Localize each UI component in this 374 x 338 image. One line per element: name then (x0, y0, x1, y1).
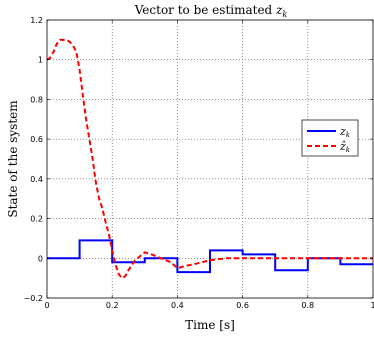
legend-label-1: ẑk (339, 140, 350, 154)
legend-box (301, 119, 359, 157)
y-tick-label: 0 (38, 254, 43, 263)
y-tick-label: 1.2 (30, 16, 43, 25)
x-tick-label: 0.4 (171, 301, 184, 310)
y-tick-label: 0.6 (30, 135, 43, 144)
y-tick-label: 1 (38, 56, 43, 65)
x-tick-label: 0 (44, 301, 49, 310)
series-line-z (47, 239, 373, 274)
x-tick-label: 0.8 (301, 301, 314, 310)
tick-labels: 0 0.2 0.4 0.6 0.8 1−0.200.20.40.60.811.2 (24, 16, 374, 310)
x-tick-label: 0.2 (106, 301, 119, 310)
legend-label-0: zk (339, 125, 350, 139)
y-axis-label: State of the system (6, 100, 20, 218)
ticks (46, 19, 374, 299)
series-layer (46, 38, 373, 280)
plot-frame (46, 19, 374, 299)
y-tick-label: 0.2 (30, 215, 43, 224)
x-axis-label: Time [s] (185, 318, 235, 332)
x-tick-label: 0.6 (236, 301, 249, 310)
y-tick-label: 0.8 (30, 95, 43, 104)
x-tick-label: 1 (370, 301, 374, 310)
y-tick-label: −0.2 (24, 294, 43, 303)
series-line-zhat (46, 38, 373, 280)
chart-title: Vector to be estimated zk (134, 3, 288, 19)
y-tick-label: 0.4 (30, 175, 43, 184)
